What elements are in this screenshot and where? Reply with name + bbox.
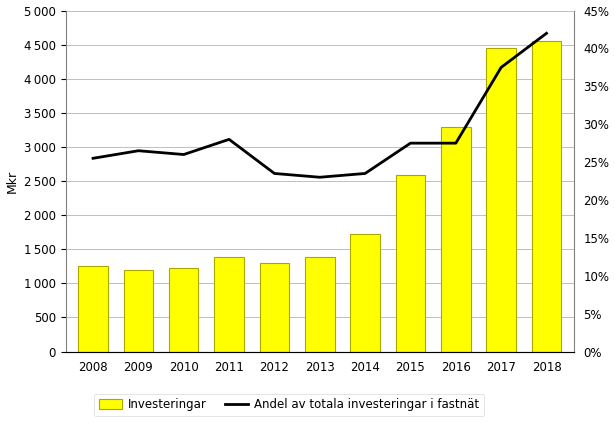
Andel av totala investeringar i fastnät <box>316 175 323 180</box>
Andel av totala investeringar i fastnät <box>543 31 550 36</box>
Andel av totala investeringar i fastnät <box>89 156 97 161</box>
Andel av totala investeringar i fastnät <box>362 171 369 176</box>
Bar <box>532 41 561 352</box>
Andel av totala investeringar i fastnät <box>498 65 505 70</box>
Andel av totala investeringar i fastnät <box>452 141 459 146</box>
Andel av totala investeringar i fastnät <box>180 152 188 157</box>
Bar <box>395 175 425 352</box>
Andel av totala investeringar i fastnät <box>225 137 232 142</box>
Bar <box>260 263 289 352</box>
Bar <box>169 268 199 352</box>
Bar <box>305 257 335 352</box>
Bar <box>124 271 153 352</box>
Andel av totala investeringar i fastnät <box>271 171 278 176</box>
Legend: Investeringar, Andel av totala investeringar i fastnät: Investeringar, Andel av totala investeri… <box>94 394 484 416</box>
Bar <box>215 257 244 352</box>
Line: Andel av totala investeringar i fastnät: Andel av totala investeringar i fastnät <box>93 33 547 177</box>
Andel av totala investeringar i fastnät <box>407 141 414 146</box>
Andel av totala investeringar i fastnät <box>135 148 142 153</box>
Bar <box>486 48 516 352</box>
Bar <box>351 234 380 352</box>
Bar <box>441 127 470 352</box>
Bar <box>78 266 108 352</box>
Y-axis label: Mkr: Mkr <box>6 170 18 192</box>
